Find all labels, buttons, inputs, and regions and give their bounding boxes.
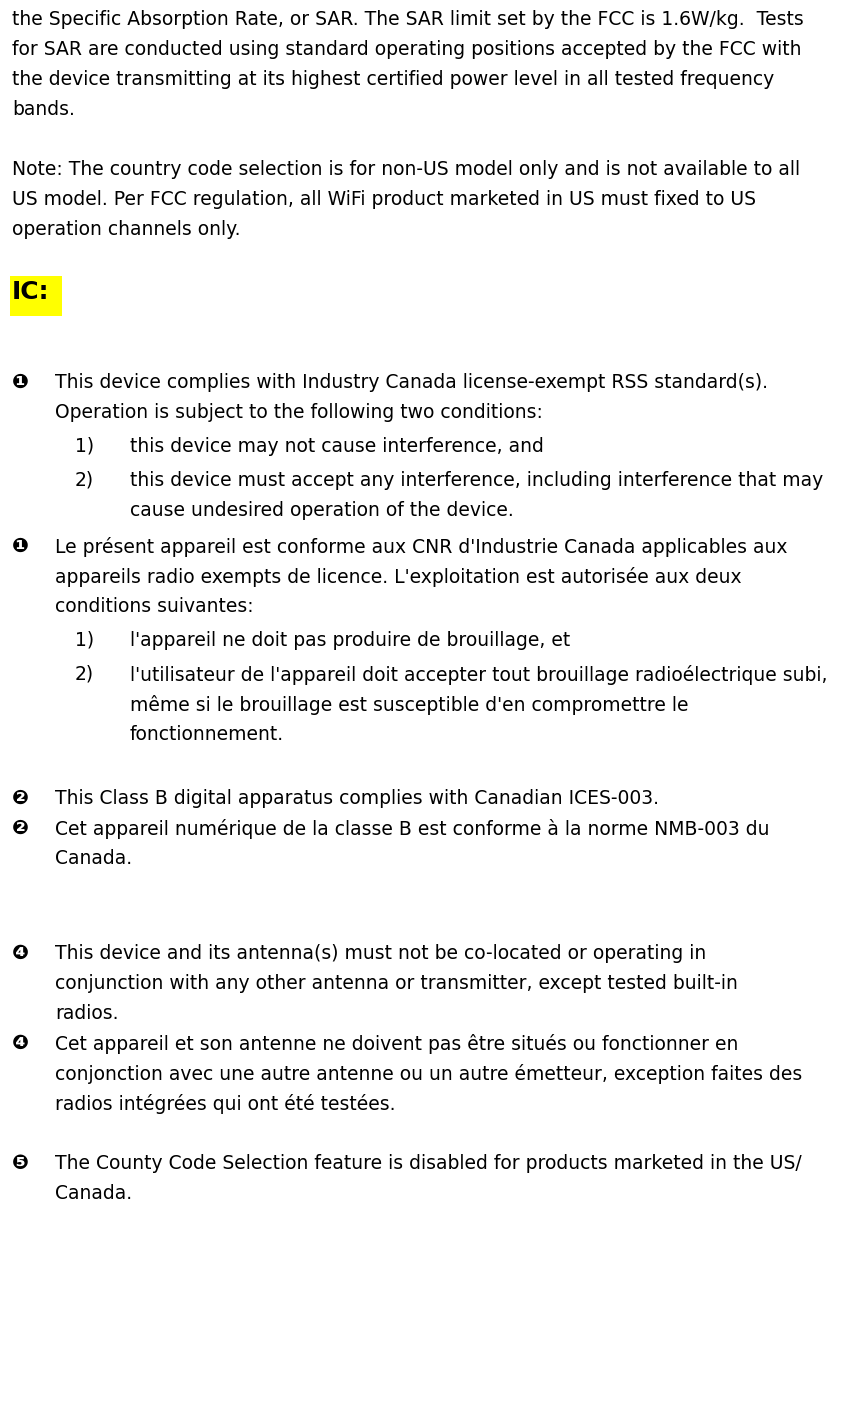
Text: même si le brouillage est susceptible d'en compromettre le: même si le brouillage est susceptible d'… [130,695,688,715]
Text: operation channels only.: operation channels only. [12,220,240,240]
Bar [10,276,62,316]
Text: conjonction avec une autre antenne ou un autre émetteur, exception faites des: conjonction avec une autre antenne ou un… [55,1065,802,1084]
Text: 1): 1) [75,437,94,455]
Text: This device and its antenna(s) must not be co-located or operating in: This device and its antenna(s) must not … [55,945,706,963]
Text: Canada.: Canada. [55,849,133,869]
Text: radios.: radios. [55,1004,119,1024]
Text: l'utilisateur de l'appareil doit accepter tout brouillage radioélectrique subi,: l'utilisateur de l'appareil doit accepte… [130,666,828,685]
Text: ❶: ❶ [12,537,29,556]
Text: ❷: ❷ [12,819,29,838]
Text: ❹: ❹ [12,945,29,963]
Text: l'appareil ne doit pas produire de brouillage, et: l'appareil ne doit pas produire de broui… [130,632,570,650]
Text: 1): 1) [75,632,94,650]
Text: ❶: ❶ [12,374,29,392]
Text: the device transmitting at its highest certified power level in all tested frequ: the device transmitting at its highest c… [12,70,775,89]
Text: Canada.: Canada. [55,1184,133,1203]
Text: the Specific Absorption Rate, or SAR. The SAR limit set by the FCC is 1.6W/kg.  : the Specific Absorption Rate, or SAR. Th… [12,10,804,30]
Text: conditions suivantes:: conditions suivantes: [55,596,254,616]
Text: bands.: bands. [12,100,75,118]
Text: appareils radio exempts de licence. L'exploitation est autorisée aux deux: appareils radio exempts de licence. L'ex… [55,567,741,587]
Text: Le présent appareil est conforme aux CNR d'Industrie Canada applicables aux: Le présent appareil est conforme aux CNR… [55,537,787,557]
Text: cause undesired operation of the device.: cause undesired operation of the device. [130,501,514,520]
Text: The County Code Selection feature is disabled for products marketed in the US/: The County Code Selection feature is dis… [55,1153,802,1173]
Text: Cet appareil numérique de la classe B est conforme à la norme NMB-003 du: Cet appareil numérique de la classe B es… [55,819,770,839]
Text: This device complies with Industry Canada license-exempt RSS standard(s).: This device complies with Industry Canad… [55,374,768,392]
Text: ❺: ❺ [12,1153,29,1173]
Text: this device must accept any interference, including interference that may: this device must accept any interference… [130,471,823,491]
Text: ❹: ❹ [12,1034,29,1053]
Text: This Class B digital apparatus complies with Canadian ICES-003.: This Class B digital apparatus complies … [55,790,659,808]
Text: Cet appareil et son antenne ne doivent pas être situés ou fonctionner en: Cet appareil et son antenne ne doivent p… [55,1034,739,1055]
Text: fonctionnement.: fonctionnement. [130,725,284,744]
Text: conjunction with any other antenna or transmitter, except tested built-in: conjunction with any other antenna or tr… [55,974,738,993]
Text: 2): 2) [75,666,94,684]
Text: for SAR are conducted using standard operating positions accepted by the FCC wit: for SAR are conducted using standard ope… [12,39,801,59]
Text: Operation is subject to the following two conditions:: Operation is subject to the following tw… [55,403,543,422]
Text: 2): 2) [75,471,94,491]
Text: ❷: ❷ [12,790,29,808]
Text: US model. Per FCC regulation, all WiFi product marketed in US must fixed to US: US model. Per FCC regulation, all WiFi p… [12,190,756,209]
Text: radios intégrées qui ont été testées.: radios intégrées qui ont été testées. [55,1094,396,1114]
Text: IC:: IC: [12,281,50,305]
Text: Note: The country code selection is for non-US model only and is not available t: Note: The country code selection is for … [12,159,800,179]
Text: this device may not cause interference, and: this device may not cause interference, … [130,437,544,455]
